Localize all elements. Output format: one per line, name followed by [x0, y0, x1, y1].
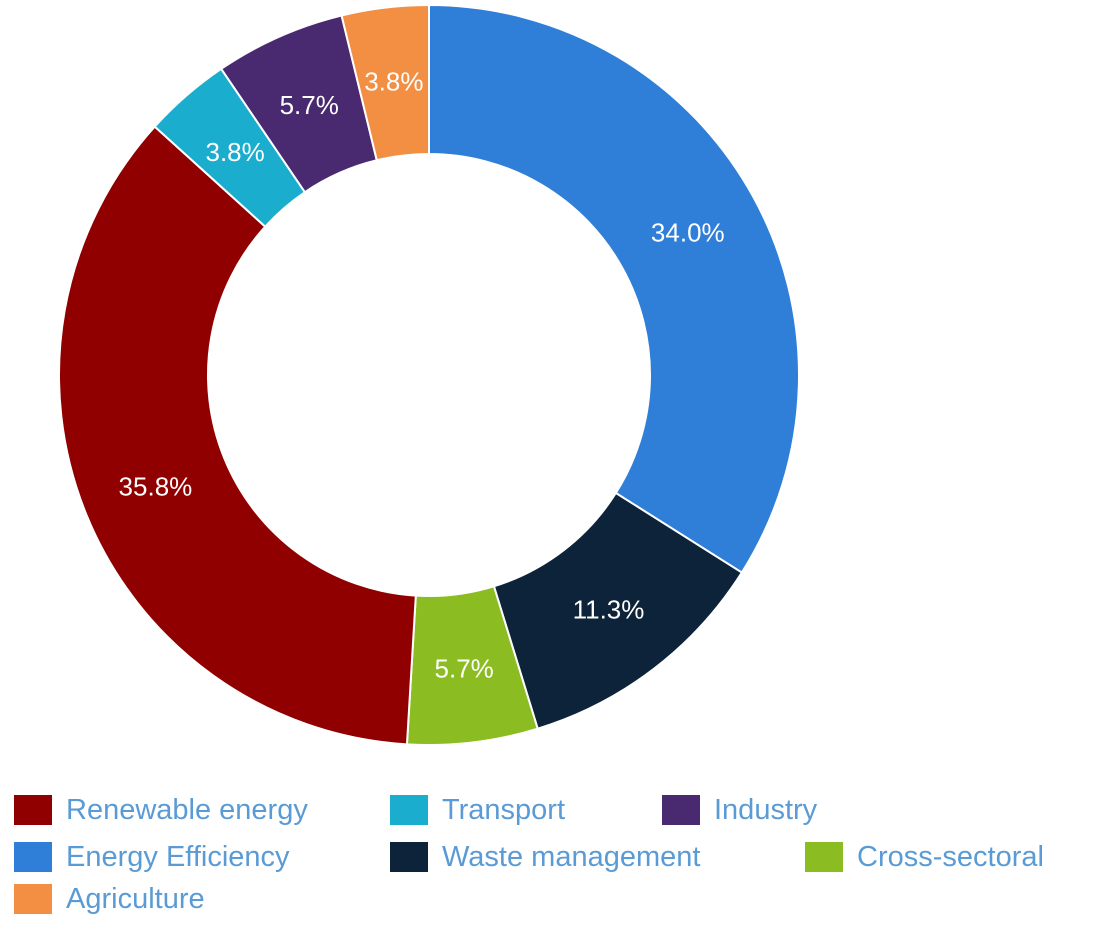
legend-swatch-waste-management — [390, 842, 428, 872]
chart-legend: Renewable energy Transport Industry Energy … — [14, 794, 1044, 915]
slice-agriculture[interactable] — [340, 3, 430, 162]
legend-label-energy-efficiency: Energy Efficiency — [66, 841, 290, 873]
legend-swatch-energy-efficiency — [14, 842, 52, 872]
slice-energy-efficiency[interactable] — [428, 3, 800, 574]
chart-slices — [58, 3, 800, 746]
legend-label-transport: Transport — [442, 794, 565, 826]
legend-swatch-renewable-energy — [14, 795, 52, 825]
slice-label-renewable-energy: 35.8% — [119, 472, 193, 502]
legend-item-energy-efficiency[interactable]: Energy Efficiency — [14, 841, 290, 873]
slice-label-cross-sectoral: 5.7% — [435, 653, 494, 683]
legend-item-agriculture[interactable]: Agriculture — [14, 883, 205, 915]
slice-label-industry: 5.7% — [280, 90, 339, 120]
slice-renewable-energy[interactable] — [58, 125, 417, 746]
legend-label-cross-sectoral: Cross-sectoral — [857, 841, 1044, 873]
legend-item-transport[interactable]: Transport — [390, 794, 565, 826]
legend-label-renewable-energy: Renewable energy — [66, 794, 308, 826]
slice-label-agriculture: 3.8% — [364, 67, 423, 97]
legend-item-renewable-energy[interactable]: Renewable energy — [14, 794, 308, 826]
legend-item-industry[interactable]: Industry — [662, 794, 818, 826]
legend-label-industry: Industry — [714, 794, 818, 826]
slice-label-transport: 3.8% — [206, 137, 265, 167]
slice-label-energy-efficiency: 34.0% — [651, 217, 725, 247]
legend-item-cross-sectoral[interactable]: Cross-sectoral — [805, 841, 1044, 873]
chart-slice-labels: 34.0% 11.3% 5.7% 35.8% 3.8% 5.7% 3.8% — [119, 67, 725, 684]
legend-swatch-agriculture — [14, 884, 52, 914]
legend-label-waste-management: Waste management — [442, 841, 700, 873]
slice-label-waste-management: 11.3% — [573, 595, 645, 625]
legend-label-agriculture: Agriculture — [66, 883, 205, 915]
legend-item-waste-management[interactable]: Waste management — [390, 841, 700, 873]
legend-swatch-transport — [390, 795, 428, 825]
legend-swatch-cross-sectoral — [805, 842, 843, 872]
legend-swatch-industry — [662, 795, 700, 825]
